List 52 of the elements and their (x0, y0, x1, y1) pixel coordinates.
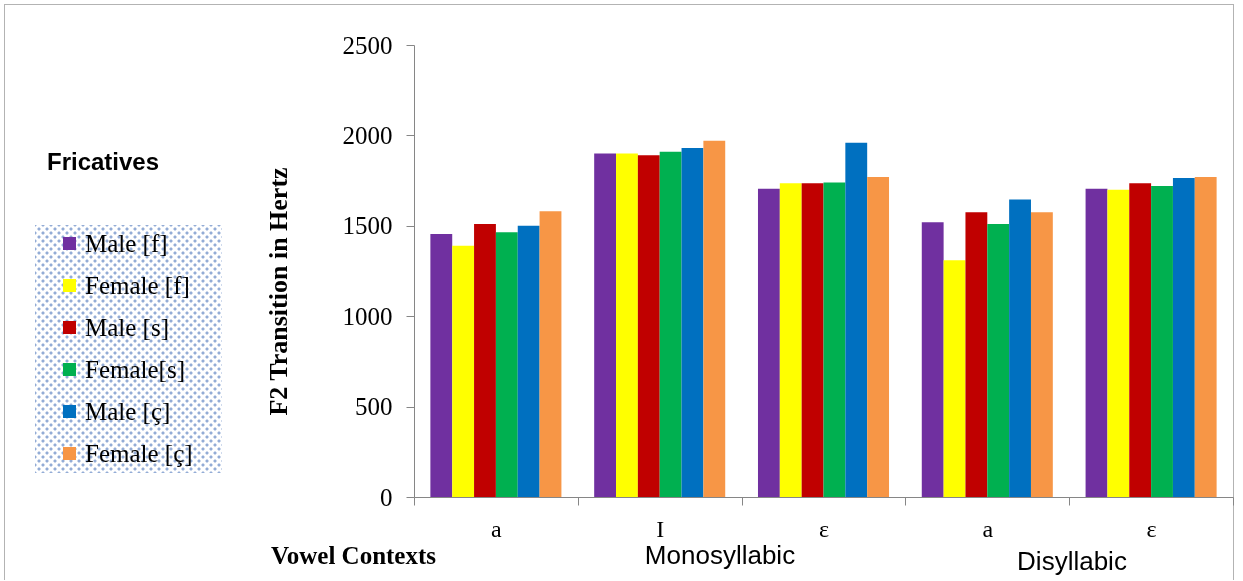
bar (1107, 189, 1130, 497)
legend-label: Male [ç] (85, 397, 171, 425)
x-tick-label: ε (818, 515, 830, 542)
bar (539, 211, 562, 497)
x-tick-label: I (656, 515, 665, 542)
bar (517, 225, 540, 497)
y-axis-title: F2 Transition in Hertz (263, 167, 293, 416)
bar (921, 222, 944, 497)
bar (703, 140, 726, 497)
bar (659, 151, 682, 497)
bar (1194, 176, 1217, 497)
y-tick-label: 500 (355, 393, 393, 421)
y-tick-label: 2000 (342, 121, 393, 149)
bar (637, 155, 660, 497)
y-tick-label: 1000 (342, 302, 393, 330)
bar (965, 212, 988, 497)
bar (1085, 188, 1108, 497)
text: Monosyllabic (644, 540, 796, 570)
bar (867, 176, 890, 497)
legend-label: Female [ç] (85, 439, 193, 467)
text: Disyllabic (1017, 546, 1127, 576)
bar (594, 153, 617, 497)
bar (845, 142, 868, 497)
bar (801, 183, 824, 497)
bar (681, 148, 704, 497)
bar (616, 153, 638, 497)
x-tick-label: a (982, 515, 994, 542)
bar (474, 223, 496, 497)
bar (1030, 212, 1053, 497)
x-tick-label: ε (1146, 515, 1157, 542)
bar (823, 182, 846, 497)
bar (1172, 177, 1195, 497)
y-tick-label: 2500 (342, 31, 393, 59)
bar (779, 183, 802, 497)
legend-label: Male [f] (85, 229, 168, 257)
x-tick-label: a (491, 515, 503, 542)
bar (943, 260, 966, 497)
bar (1009, 199, 1031, 497)
legend-label: Female [f] (85, 271, 190, 299)
legend-label: Female[s] (85, 355, 185, 383)
legend-title: Fricatives (47, 148, 160, 175)
bar (495, 232, 518, 497)
y-tick-label: 1500 (342, 212, 393, 240)
x-axis-title: Vowel Contexts (270, 541, 437, 569)
legend-label: Male [s] (85, 313, 169, 341)
bar (452, 245, 475, 497)
bar (1151, 186, 1173, 497)
bar (430, 233, 453, 497)
bar (1129, 183, 1152, 497)
bar (757, 188, 780, 497)
y-tick-label: 0 (380, 483, 393, 511)
bar (987, 223, 1010, 497)
